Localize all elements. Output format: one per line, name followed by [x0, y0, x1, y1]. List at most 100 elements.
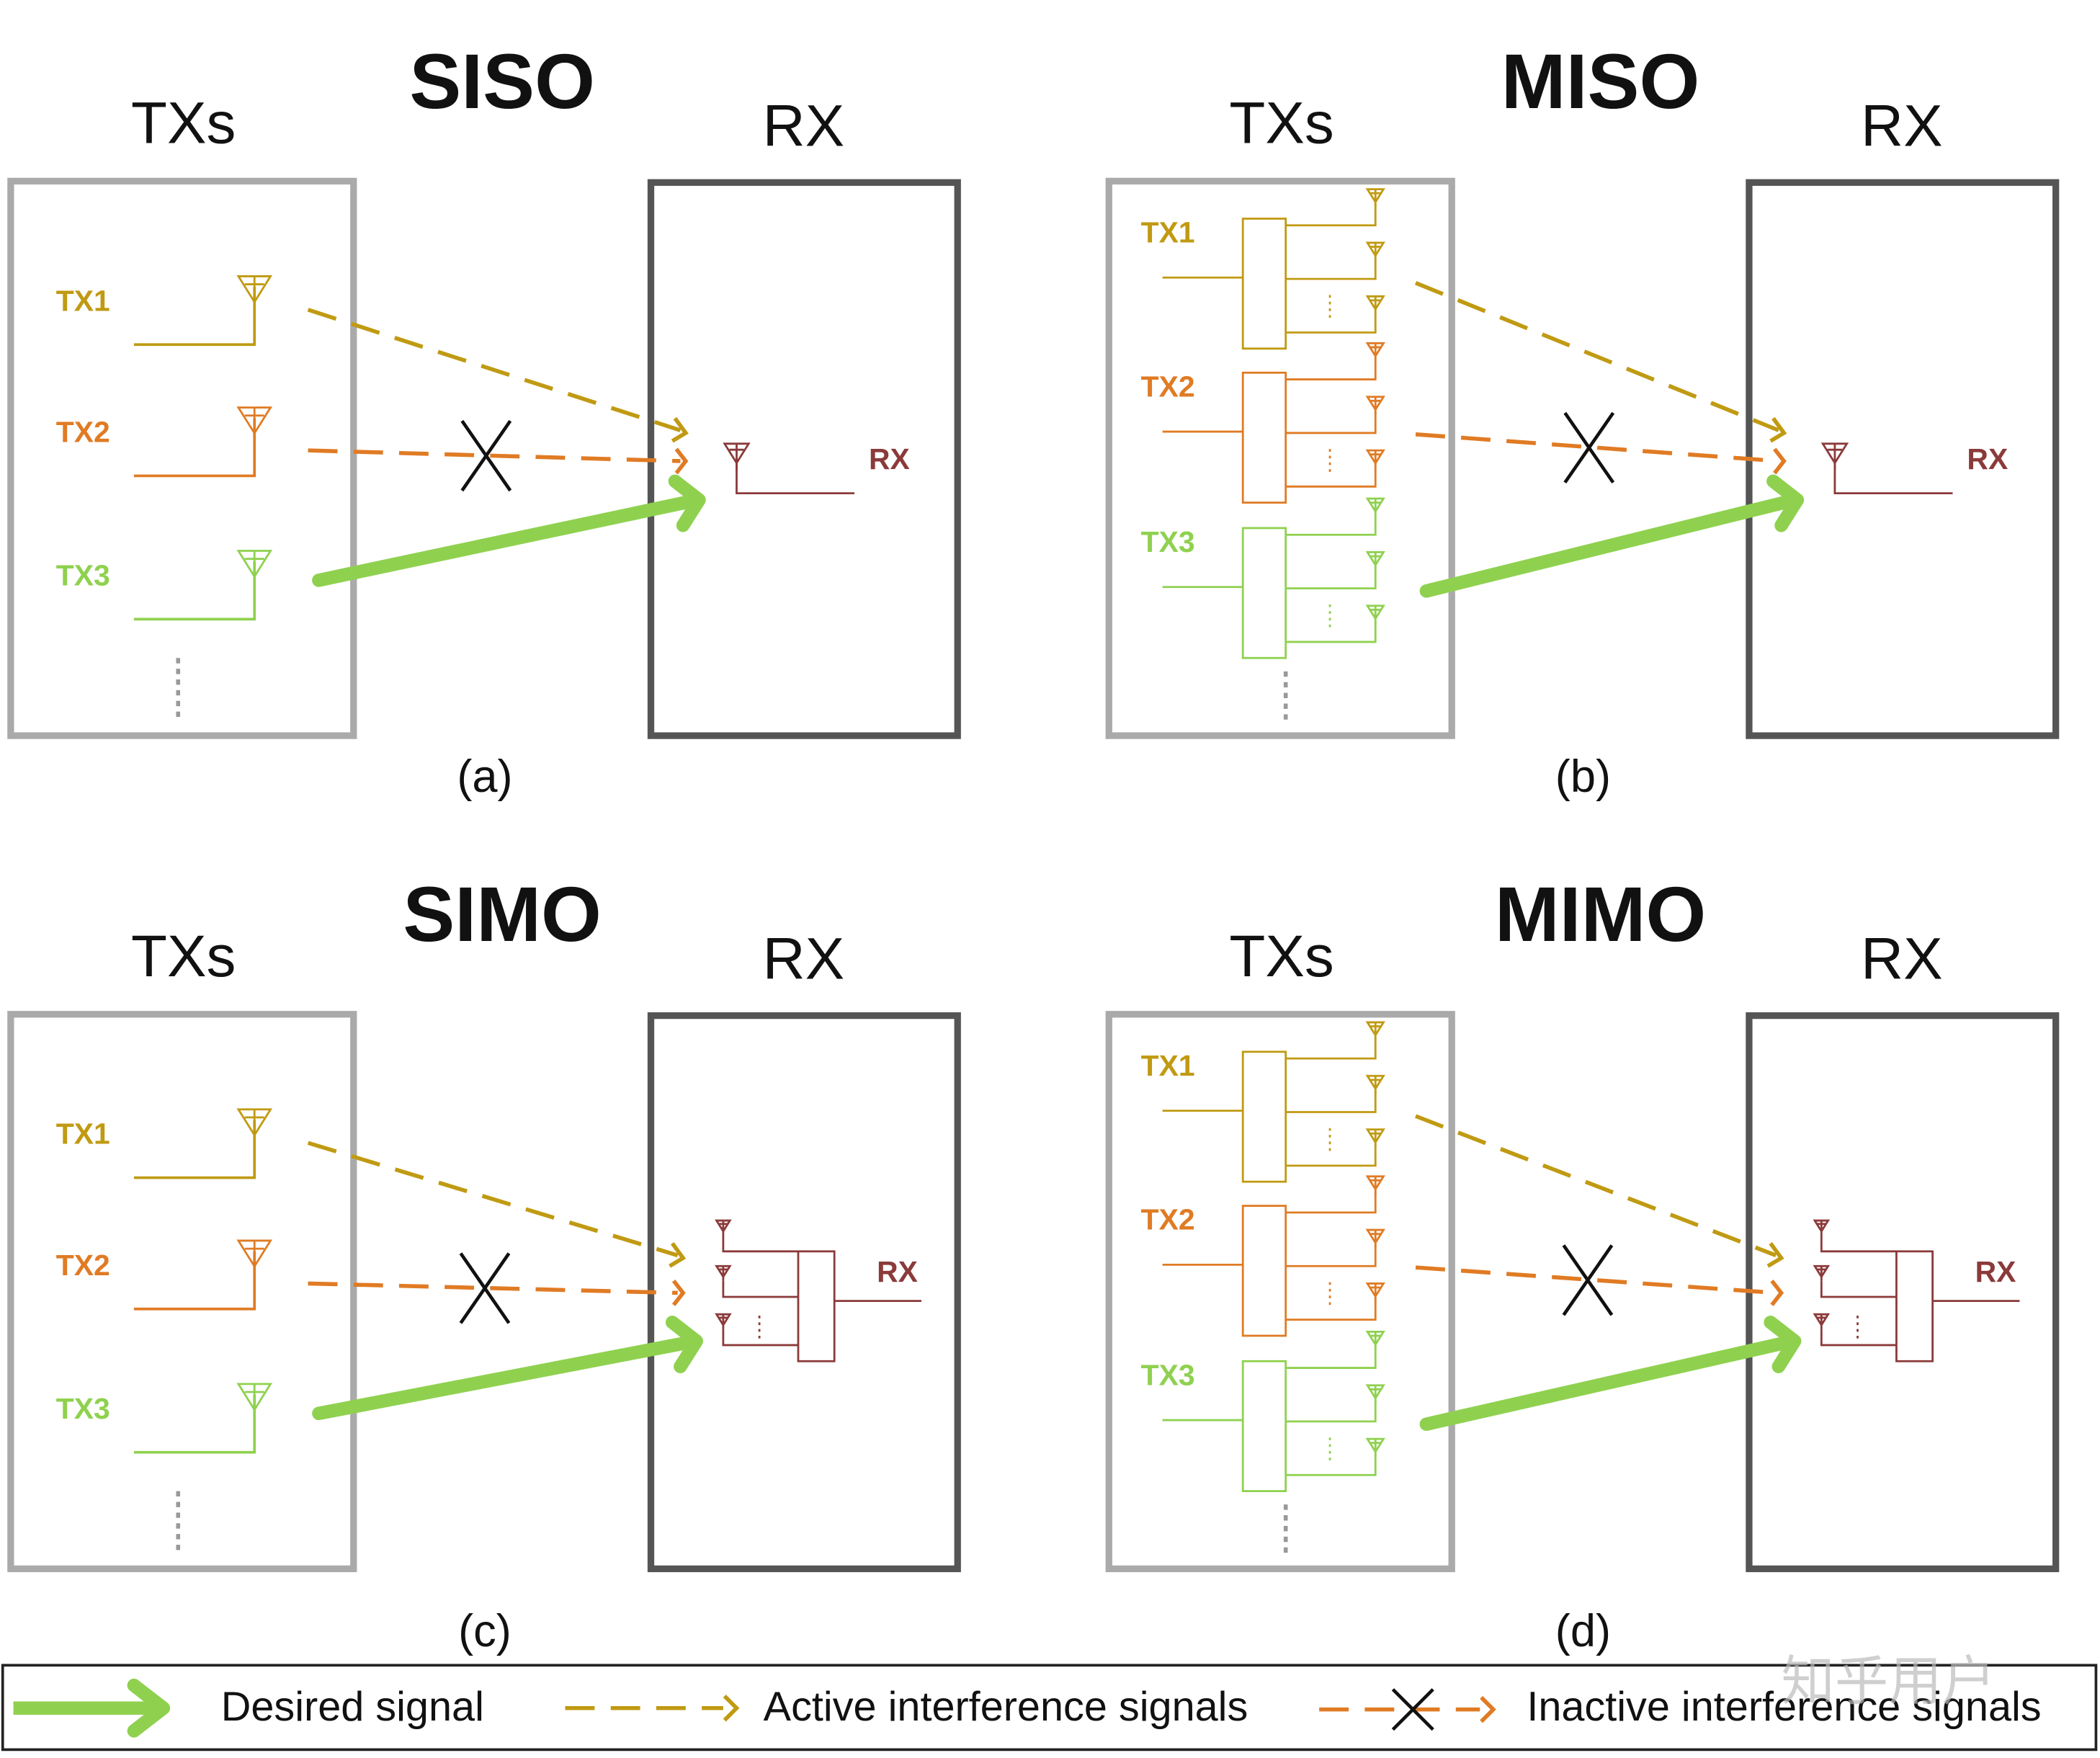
tx-label: TX1 [56, 1117, 110, 1151]
antenna [1365, 188, 1385, 208]
tx-branch [1285, 311, 1377, 334]
inactive-interference [308, 448, 681, 463]
antenna [1365, 1074, 1385, 1094]
desired-signal [1419, 1335, 1794, 1431]
tx-branch [1285, 513, 1377, 536]
panel: MIMO TXs RX (d) TX1 TX2 TX3 RX [1105, 870, 2060, 1656]
panel: SIMO TXs RX (c) TX1 TX2 TX3 RX [7, 870, 961, 1656]
antenna [1365, 295, 1385, 314]
tx-block [1241, 1360, 1287, 1492]
antenna [1365, 241, 1385, 261]
rx-branch [722, 1329, 798, 1347]
inactive-interference [1415, 432, 1779, 463]
caption: (d) [1555, 1606, 1611, 1656]
antenna [715, 1219, 732, 1236]
tx-branch [1285, 1037, 1377, 1060]
cross [1563, 411, 1615, 484]
tx-branch [1285, 566, 1377, 589]
arrow-head [1766, 474, 1805, 532]
watermark: 知乎用户 [1782, 1651, 1996, 1711]
antenna [715, 1264, 732, 1281]
legend-active-head [723, 1695, 740, 1722]
antenna [1813, 1264, 1831, 1281]
tx-box [7, 1011, 357, 1573]
inactive-interference [308, 1281, 678, 1295]
panel-title: SIMO [403, 870, 602, 958]
arrow-head [1766, 1242, 1784, 1268]
arrow-head [671, 1280, 686, 1306]
panel-title: SISO [409, 37, 595, 125]
cross [1562, 1244, 1614, 1316]
tx-label: TX2 [1141, 1203, 1195, 1236]
antenna [1365, 604, 1385, 624]
tx-label: TX1 [56, 284, 110, 317]
antenna [1813, 1219, 1831, 1236]
tx-block [1241, 218, 1287, 350]
panel: MISO TXs RX (b) TX1 TX2 TX3 RX [1105, 37, 2060, 802]
tx-label: TX2 [56, 416, 110, 449]
cross [460, 419, 512, 492]
antenna [1365, 1128, 1385, 1148]
rx-block [1895, 1250, 1934, 1362]
rx-label: RX [877, 1255, 918, 1288]
rx-branch [1820, 1235, 1897, 1253]
tx-branch [1285, 357, 1377, 380]
tx-branch [1285, 257, 1377, 280]
tx-label: TX3 [56, 559, 110, 592]
tx-label: TX3 [1141, 525, 1195, 558]
tx-branch [1285, 1346, 1377, 1369]
tx-label: TX2 [56, 1249, 110, 1282]
desired-signal [312, 1335, 695, 1421]
caption: (b) [1555, 751, 1611, 802]
panel: SISO TXs RX (a) TX1 TX2 TX3 RX [7, 37, 961, 802]
tx-branch [1285, 620, 1377, 643]
panel-title: MIMO [1495, 870, 1706, 958]
antenna [1365, 1384, 1385, 1404]
tx-box [7, 177, 357, 739]
txs-label: TXs [131, 924, 236, 989]
arrow-head [1764, 1316, 1802, 1373]
caption: (a) [457, 751, 512, 802]
antenna [1365, 1228, 1385, 1248]
cross [459, 1252, 511, 1324]
antenna [1365, 342, 1385, 361]
antenna [1365, 449, 1385, 468]
rx-box-label: RX [763, 927, 845, 992]
antenna [1365, 1437, 1385, 1457]
tx-label: TX3 [56, 1392, 110, 1425]
antenna [1365, 1175, 1385, 1195]
antenna [236, 550, 273, 586]
rx-box-label: RX [1861, 93, 1943, 159]
tx-block [1241, 371, 1287, 504]
inactive-interference [1415, 1265, 1777, 1295]
rx-box-label: RX [1861, 927, 1943, 992]
antenna [1365, 550, 1385, 570]
tx-branch [1285, 1298, 1377, 1321]
tx-branch [1285, 1090, 1377, 1113]
arrow-head [665, 1316, 704, 1373]
antenna [1365, 1021, 1385, 1040]
tx-branch [1285, 465, 1377, 488]
txs-label: TXs [1229, 91, 1333, 156]
antenna [1813, 1313, 1831, 1329]
legend-desired-text: Desired signal [221, 1684, 484, 1730]
tx-label: TX1 [1141, 216, 1195, 249]
antenna [236, 1239, 273, 1277]
arrow-head [668, 474, 706, 532]
arrow-head [1769, 416, 1787, 443]
active-interference [307, 308, 682, 432]
legend-active-text: Active interference signals [764, 1684, 1248, 1730]
tx-label: TX1 [1141, 1049, 1195, 1082]
tx-branch [1285, 204, 1377, 227]
tx-label: TX2 [1141, 370, 1195, 403]
rx-branch [722, 1280, 798, 1298]
arrow-head [1773, 447, 1787, 475]
tx-branch [1285, 1453, 1377, 1476]
tx-block [1241, 527, 1287, 659]
active-interference [1414, 281, 1779, 432]
desired-signal [1419, 494, 1796, 598]
rx-branch [1820, 1329, 1897, 1347]
desired-signal [312, 494, 698, 587]
tx-box [1105, 177, 1455, 739]
